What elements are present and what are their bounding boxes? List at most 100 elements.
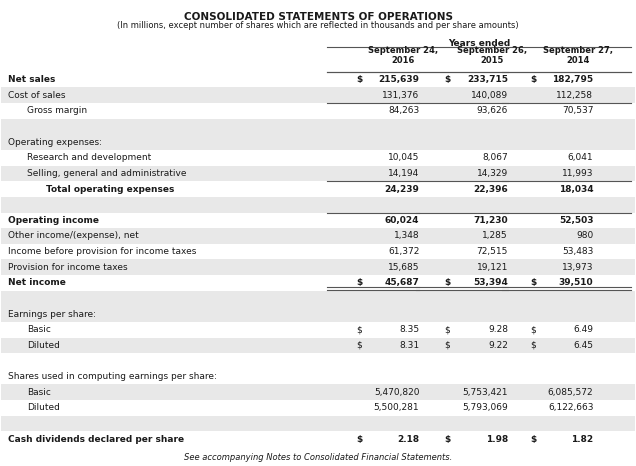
Text: 9.22: 9.22 bbox=[488, 341, 508, 350]
Text: 15,685: 15,685 bbox=[388, 263, 419, 272]
Text: 61,372: 61,372 bbox=[388, 247, 419, 256]
Text: Operating income: Operating income bbox=[8, 216, 99, 225]
Text: Basic: Basic bbox=[27, 325, 51, 334]
Bar bbox=[1, 337, 635, 353]
Text: Provision for income taxes: Provision for income taxes bbox=[8, 263, 127, 272]
Text: 52,503: 52,503 bbox=[559, 216, 593, 225]
Text: 19,121: 19,121 bbox=[476, 263, 508, 272]
Text: (In millions, except number of shares which are reflected in thousands and per s: (In millions, except number of shares wh… bbox=[117, 21, 519, 30]
Text: $: $ bbox=[530, 325, 536, 334]
Text: $: $ bbox=[356, 325, 362, 334]
Text: Diluted: Diluted bbox=[27, 404, 60, 412]
Text: $: $ bbox=[530, 278, 536, 288]
Text: 6,122,663: 6,122,663 bbox=[548, 404, 593, 412]
Bar bbox=[1, 88, 635, 103]
Text: $: $ bbox=[530, 75, 536, 84]
Text: 5,500,281: 5,500,281 bbox=[374, 404, 419, 412]
Bar bbox=[1, 306, 635, 322]
Text: 24,239: 24,239 bbox=[384, 185, 419, 193]
Text: 8.31: 8.31 bbox=[399, 341, 419, 350]
Text: 45,687: 45,687 bbox=[384, 278, 419, 288]
Text: Diluted: Diluted bbox=[27, 341, 60, 350]
Text: 39,510: 39,510 bbox=[559, 278, 593, 288]
Text: 5,793,069: 5,793,069 bbox=[462, 404, 508, 412]
Bar bbox=[1, 197, 635, 212]
Text: 2.18: 2.18 bbox=[398, 435, 419, 444]
Bar bbox=[1, 134, 635, 150]
Text: 10,045: 10,045 bbox=[388, 153, 419, 162]
Text: 233,715: 233,715 bbox=[467, 75, 508, 84]
Text: Operating expenses:: Operating expenses: bbox=[8, 137, 102, 147]
Text: Total operating expenses: Total operating expenses bbox=[46, 185, 174, 193]
Text: 71,230: 71,230 bbox=[473, 216, 508, 225]
Text: $: $ bbox=[445, 435, 451, 444]
Text: 18,034: 18,034 bbox=[559, 185, 593, 193]
Text: $: $ bbox=[356, 435, 363, 444]
Text: 112,258: 112,258 bbox=[556, 91, 593, 100]
Text: 60,024: 60,024 bbox=[385, 216, 419, 225]
Text: 6,085,572: 6,085,572 bbox=[548, 388, 593, 397]
Text: 22,396: 22,396 bbox=[473, 185, 508, 193]
Text: September 24,
2016: September 24, 2016 bbox=[368, 46, 439, 65]
Text: 215,639: 215,639 bbox=[378, 75, 419, 84]
Text: Shares used in computing earnings per share:: Shares used in computing earnings per sh… bbox=[8, 372, 217, 381]
Text: Gross margin: Gross margin bbox=[27, 106, 87, 116]
Text: $: $ bbox=[445, 75, 451, 84]
Text: 6.45: 6.45 bbox=[574, 341, 593, 350]
Text: 980: 980 bbox=[576, 232, 593, 240]
Text: 13,973: 13,973 bbox=[562, 263, 593, 272]
Text: September 27,
2014: September 27, 2014 bbox=[543, 46, 612, 65]
Text: 1.82: 1.82 bbox=[571, 435, 593, 444]
Text: Net sales: Net sales bbox=[8, 75, 55, 84]
Text: CONSOLIDATED STATEMENTS OF OPERATIONS: CONSOLIDATED STATEMENTS OF OPERATIONS bbox=[184, 12, 452, 21]
Text: 93,626: 93,626 bbox=[476, 106, 508, 116]
Bar bbox=[1, 119, 635, 134]
Text: 5,753,421: 5,753,421 bbox=[462, 388, 508, 397]
Text: 6.49: 6.49 bbox=[574, 325, 593, 334]
Text: 8,067: 8,067 bbox=[482, 153, 508, 162]
Text: 53,483: 53,483 bbox=[562, 247, 593, 256]
Text: 72,515: 72,515 bbox=[476, 247, 508, 256]
Text: 1.98: 1.98 bbox=[486, 435, 508, 444]
Text: 140,089: 140,089 bbox=[471, 91, 508, 100]
Text: Net income: Net income bbox=[8, 278, 66, 288]
Text: See accompanying Notes to Consolidated Financial Statements.: See accompanying Notes to Consolidated F… bbox=[184, 453, 452, 462]
Text: Other income/(expense), net: Other income/(expense), net bbox=[8, 232, 139, 240]
Text: $: $ bbox=[356, 75, 363, 84]
Text: 1,348: 1,348 bbox=[394, 232, 419, 240]
Bar bbox=[1, 384, 635, 400]
Text: $: $ bbox=[356, 341, 362, 350]
Text: 1,285: 1,285 bbox=[482, 232, 508, 240]
Bar bbox=[1, 291, 635, 306]
Text: $: $ bbox=[356, 278, 363, 288]
Bar bbox=[1, 416, 635, 432]
Text: $: $ bbox=[445, 341, 450, 350]
Text: $: $ bbox=[445, 325, 450, 334]
Text: Earnings per share:: Earnings per share: bbox=[8, 309, 96, 319]
Text: Cash dividends declared per share: Cash dividends declared per share bbox=[8, 435, 184, 444]
Text: September 26,
2015: September 26, 2015 bbox=[457, 46, 527, 65]
Text: 84,263: 84,263 bbox=[388, 106, 419, 116]
Text: Basic: Basic bbox=[27, 388, 51, 397]
Bar bbox=[1, 260, 635, 275]
Bar bbox=[1, 165, 635, 181]
Bar bbox=[1, 228, 635, 244]
Text: 53,394: 53,394 bbox=[473, 278, 508, 288]
Text: 131,376: 131,376 bbox=[382, 91, 419, 100]
Text: 14,329: 14,329 bbox=[477, 169, 508, 178]
Text: 5,470,820: 5,470,820 bbox=[374, 388, 419, 397]
Text: 14,194: 14,194 bbox=[388, 169, 419, 178]
Text: Research and development: Research and development bbox=[27, 153, 151, 162]
Text: 8.35: 8.35 bbox=[399, 325, 419, 334]
Text: Income before provision for income taxes: Income before provision for income taxes bbox=[8, 247, 196, 256]
Text: 70,537: 70,537 bbox=[562, 106, 593, 116]
Text: Cost of sales: Cost of sales bbox=[8, 91, 66, 100]
Text: $: $ bbox=[530, 435, 536, 444]
Text: $: $ bbox=[530, 341, 536, 350]
Text: 11,993: 11,993 bbox=[562, 169, 593, 178]
Text: Selling, general and administrative: Selling, general and administrative bbox=[27, 169, 186, 178]
Text: 6,041: 6,041 bbox=[568, 153, 593, 162]
Text: Years ended: Years ended bbox=[448, 39, 511, 48]
Text: 9.28: 9.28 bbox=[488, 325, 508, 334]
Text: 182,795: 182,795 bbox=[552, 75, 593, 84]
